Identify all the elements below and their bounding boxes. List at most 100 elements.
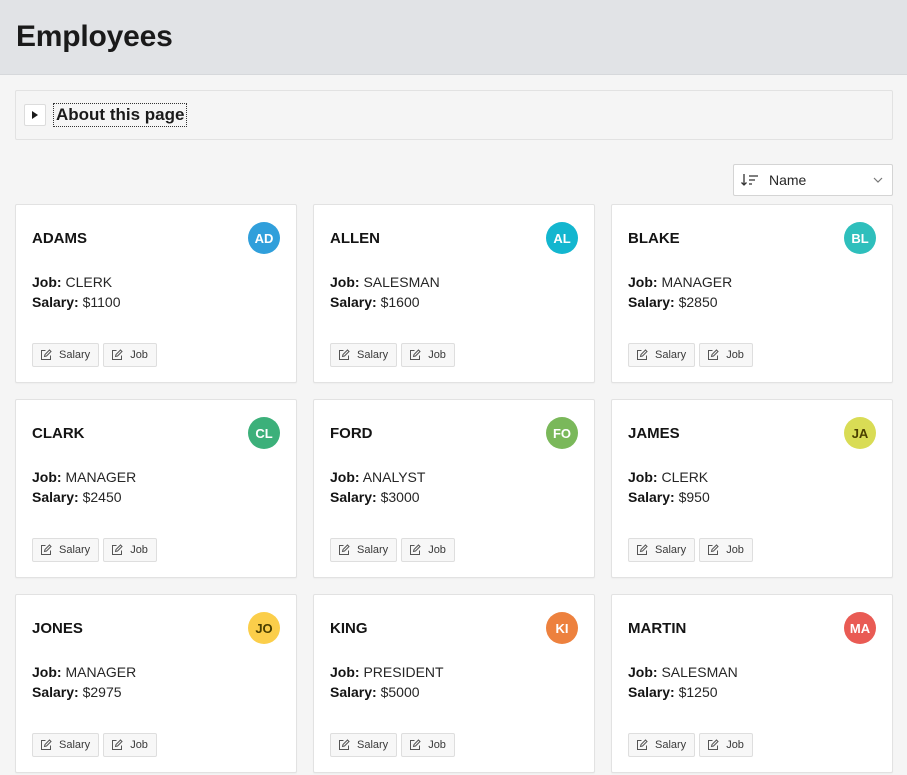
edit-job-button[interactable]: Job [103, 343, 157, 367]
employee-name: FORD [330, 425, 373, 442]
employee-card-blake: BLAKE BL Job: MANAGER Salary: $2850 Sala… [611, 204, 893, 383]
salary-value: $2850 [678, 294, 718, 310]
employee-details: Job: PRESIDENT Salary: $5000 [330, 662, 444, 702]
job-button-label: Job [428, 349, 446, 361]
edit-job-button[interactable]: Job [699, 733, 753, 757]
edit-job-button[interactable]: Job [103, 538, 157, 562]
job-value: SALESMAN [661, 664, 738, 680]
sort-select[interactable]: Name [733, 164, 893, 196]
card-actions: Salary Job [32, 343, 157, 367]
edit-icon [41, 349, 52, 360]
sort-selected-value: Name [769, 172, 807, 188]
job-label: Job: [32, 664, 62, 680]
edit-icon [410, 349, 421, 360]
salary-value: $5000 [380, 684, 420, 700]
edit-job-button[interactable]: Job [401, 343, 455, 367]
edit-job-button[interactable]: Job [401, 538, 455, 562]
edit-icon [339, 739, 350, 750]
edit-salary-button[interactable]: Salary [32, 733, 100, 757]
job-value: MANAGER [661, 274, 733, 290]
employee-details: Job: SALESMAN Salary: $1250 [628, 662, 738, 702]
salary-line: Salary: $2975 [32, 682, 136, 702]
edit-icon [112, 349, 123, 360]
job-line: Job: CLERK [32, 272, 121, 292]
job-label: Job: [32, 274, 62, 290]
job-button-label: Job [726, 739, 744, 751]
salary-line: Salary: $1100 [32, 292, 121, 312]
edit-icon [637, 349, 648, 360]
edit-job-button[interactable]: Job [401, 733, 455, 757]
employee-card-king: KING KI Job: PRESIDENT Salary: $5000 Sal… [313, 594, 595, 773]
employee-details: Job: MANAGER Salary: $2850 [628, 272, 732, 312]
job-label: Job: [330, 469, 360, 485]
salary-value: $1600 [380, 294, 420, 310]
job-value: CLERK [65, 274, 113, 290]
edit-salary-button[interactable]: Salary [330, 343, 398, 367]
edit-icon [637, 544, 648, 555]
edit-salary-button[interactable]: Salary [628, 343, 696, 367]
employee-card-james: JAMES JA Job: CLERK Salary: $950 Salary … [611, 399, 893, 578]
employee-details: Job: CLERK Salary: $1100 [32, 272, 121, 312]
employee-card-adams: ADAMS AD Job: CLERK Salary: $1100 Salary… [15, 204, 297, 383]
salary-line: Salary: $950 [628, 487, 710, 507]
job-label: Job: [628, 664, 658, 680]
card-actions: Salary Job [330, 733, 455, 757]
avatar-initials: JO [248, 612, 280, 644]
employee-name: CLARK [32, 425, 85, 442]
edit-icon [410, 544, 421, 555]
job-label: Job: [330, 664, 360, 680]
job-line: Job: SALESMAN [330, 272, 440, 292]
avatar-initials: BL [844, 222, 876, 254]
job-button-label: Job [428, 739, 446, 751]
salary-value: $3000 [380, 489, 420, 505]
job-line: Job: MANAGER [32, 467, 136, 487]
job-value: SALESMAN [363, 274, 440, 290]
edit-salary-button[interactable]: Salary [628, 733, 696, 757]
job-button-label: Job [726, 349, 744, 361]
salary-button-label: Salary [357, 544, 389, 556]
employee-name: MARTIN [628, 620, 687, 637]
job-line: Job: MANAGER [32, 662, 136, 682]
edit-salary-button[interactable]: Salary [32, 343, 100, 367]
job-line: Job: CLERK [628, 467, 710, 487]
salary-label: Salary: [32, 294, 79, 310]
salary-label: Salary: [628, 684, 675, 700]
edit-salary-button[interactable]: Salary [32, 538, 100, 562]
salary-button-label: Salary [59, 349, 91, 361]
card-actions: Salary Job [32, 733, 157, 757]
edit-salary-button[interactable]: Salary [330, 733, 398, 757]
salary-label: Salary: [32, 684, 79, 700]
page-header: Employees [0, 0, 907, 75]
edit-job-button[interactable]: Job [699, 343, 753, 367]
job-value: MANAGER [65, 469, 137, 485]
salary-line: Salary: $3000 [330, 487, 425, 507]
salary-line: Salary: $2450 [32, 487, 136, 507]
card-actions: Salary Job [32, 538, 157, 562]
edit-job-button[interactable]: Job [699, 538, 753, 562]
edit-job-button[interactable]: Job [103, 733, 157, 757]
salary-value: $2450 [82, 489, 122, 505]
job-button-label: Job [726, 544, 744, 556]
edit-salary-button[interactable]: Salary [628, 538, 696, 562]
card-actions: Salary Job [330, 538, 455, 562]
avatar-initials: AD [248, 222, 280, 254]
edit-icon [112, 544, 123, 555]
employee-card-martin: MARTIN MA Job: SALESMAN Salary: $1250 Sa… [611, 594, 893, 773]
job-value: ANALYST [362, 469, 426, 485]
employee-card-allen: ALLEN AL Job: SALESMAN Salary: $1600 Sal… [313, 204, 595, 383]
employee-name: KING [330, 620, 368, 637]
expand-toggle-button[interactable] [24, 104, 46, 126]
edit-icon [708, 544, 719, 555]
sort-icon [741, 174, 758, 186]
avatar-initials: AL [546, 222, 578, 254]
about-title[interactable]: About this page [52, 103, 188, 127]
avatar-initials: MA [844, 612, 876, 644]
employee-details: Job: SALESMAN Salary: $1600 [330, 272, 440, 312]
job-label: Job: [628, 274, 658, 290]
employee-details: Job: CLERK Salary: $950 [628, 467, 710, 507]
edit-salary-button[interactable]: Salary [330, 538, 398, 562]
employee-name: ADAMS [32, 230, 87, 247]
salary-button-label: Salary [357, 739, 389, 751]
employee-name: BLAKE [628, 230, 680, 247]
salary-line: Salary: $1600 [330, 292, 440, 312]
